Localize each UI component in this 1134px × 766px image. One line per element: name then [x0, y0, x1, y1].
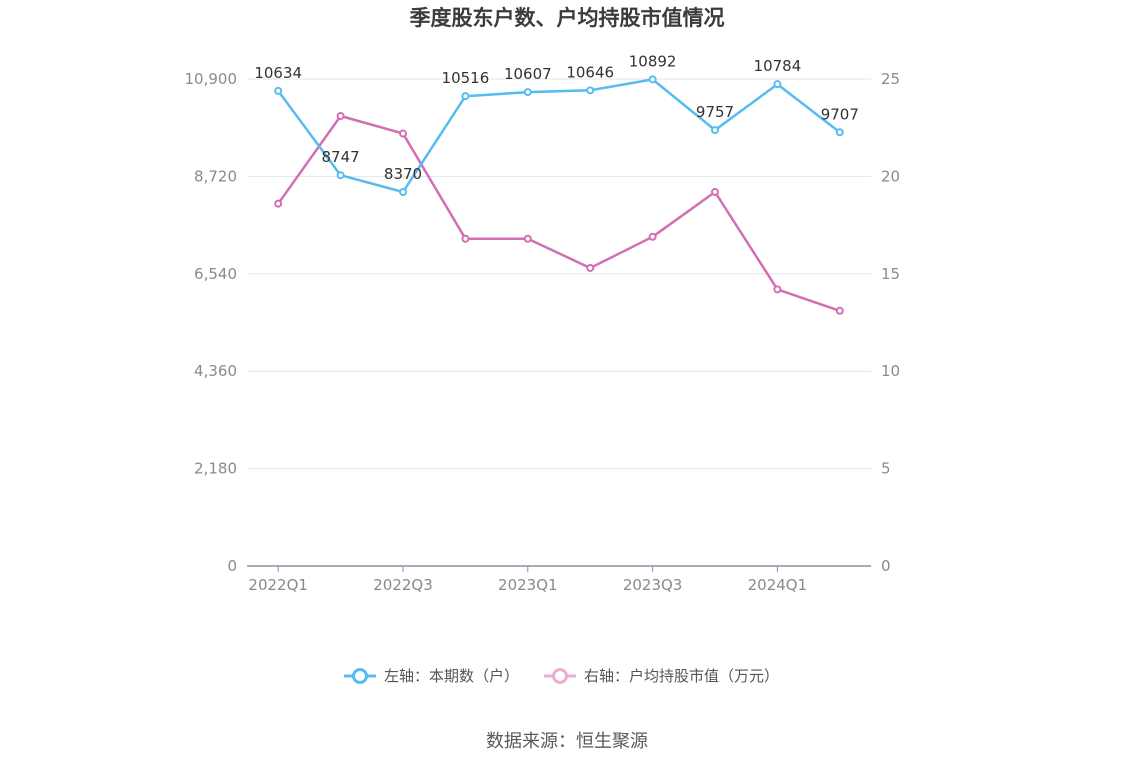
data-point-left[interactable] [336, 171, 345, 180]
data-point-right[interactable] [773, 285, 782, 294]
data-point-right[interactable] [399, 129, 407, 138]
data-point-left[interactable] [773, 80, 782, 89]
data-point-right[interactable] [461, 234, 470, 243]
series-lines [277, 78, 841, 312]
data-label: 9757 [696, 103, 734, 121]
data-point-left[interactable] [461, 92, 470, 101]
data-point-left[interactable] [523, 88, 532, 97]
right-axis-tick-label: 15 [881, 265, 900, 283]
left-axis-tick-label: 10,900 [185, 70, 238, 88]
legend: 左轴：本期数（户） 右轴：户均持股市值（万元） [344, 667, 779, 685]
series-line-left [277, 78, 841, 194]
series-points [274, 75, 844, 315]
data-point-left[interactable] [586, 86, 595, 95]
right-axis-tick-label: 20 [881, 167, 900, 185]
right-axis-ticks: 0 5 10 15 20 25 [881, 70, 900, 575]
data-point-right[interactable] [835, 306, 844, 315]
x-axis-tick-label: 2023Q3 [623, 576, 683, 594]
legend-item-left-series[interactable]: 左轴：本期数（户） [344, 667, 519, 685]
x-axis-tick-label: 2022Q1 [248, 576, 308, 594]
x-axis-tick-label: 2022Q3 [373, 576, 433, 594]
source-text: 数据来源：恒生聚源 [486, 731, 648, 752]
right-axis-tick-label: 10 [881, 362, 900, 380]
right-axis-tick-label: 0 [881, 557, 891, 575]
series-line-right [277, 114, 841, 312]
legend-label-right: 右轴：户均持股市值（万元） [584, 667, 779, 685]
data-point-right[interactable] [523, 234, 532, 243]
legend-item-right-series[interactable]: 右轴：户均持股市值（万元） [544, 667, 779, 685]
data-label: 10646 [566, 63, 614, 81]
legend-label-left: 左轴：本期数（户） [384, 667, 519, 685]
data-point-left[interactable] [274, 86, 283, 95]
x-axis: 2022Q1 2022Q3 2023Q1 2023Q3 2024Q1 [247, 565, 871, 594]
data-point-left[interactable] [711, 126, 719, 135]
data-label: 8747 [322, 148, 360, 166]
data-point-right[interactable] [648, 232, 657, 241]
legend-marker-right [552, 668, 568, 684]
x-axis-tick-label: 2024Q1 [748, 576, 808, 594]
chart-title: 季度股东户数、户均持股市值情况 [410, 6, 725, 30]
data-point-left[interactable] [399, 188, 407, 197]
data-label: 10892 [629, 52, 677, 70]
data-label: 9707 [821, 105, 859, 123]
data-label: 10634 [254, 64, 302, 82]
data-point-left[interactable] [835, 128, 844, 137]
data-label: 10516 [442, 69, 490, 87]
left-axis-tick-label: 0 [227, 557, 237, 575]
left-axis-tick-label: 4,360 [194, 362, 237, 380]
left-axis-tick-label: 2,180 [194, 460, 237, 478]
data-label: 8370 [384, 165, 422, 183]
data-point-right[interactable] [336, 112, 345, 121]
data-point-left[interactable] [648, 75, 657, 84]
data-label: 10784 [754, 57, 802, 75]
legend-marker-left [352, 668, 368, 684]
grid-lines [247, 78, 871, 470]
left-axis-tick-label: 6,540 [194, 265, 237, 283]
right-axis-tick-label: 25 [881, 70, 900, 88]
data-point-right[interactable] [274, 199, 283, 208]
left-axis-ticks: 0 2,180 4,360 6,540 8,720 10,900 [185, 70, 238, 575]
left-axis-tick-label: 8,720 [194, 167, 237, 185]
data-label: 10607 [504, 65, 552, 83]
data-labels: 10634 8747 8370 10516 10607 10646 10892 9757 107… [254, 52, 859, 183]
data-point-right[interactable] [586, 263, 595, 272]
right-axis-tick-label: 5 [881, 460, 891, 478]
data-point-right[interactable] [711, 187, 719, 196]
x-axis-tick-label: 2023Q1 [498, 576, 558, 594]
